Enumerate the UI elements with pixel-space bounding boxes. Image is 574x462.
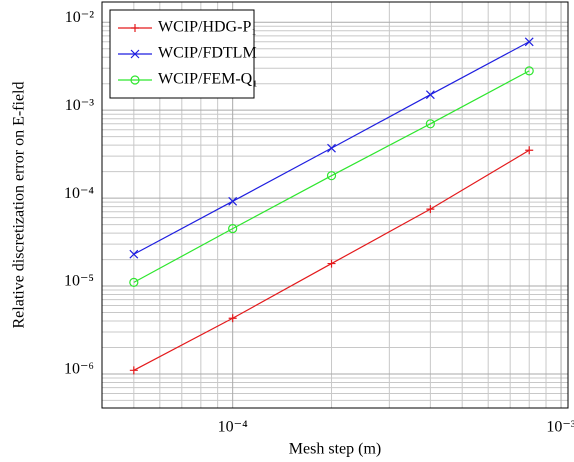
marker	[131, 24, 139, 32]
marker	[129, 366, 138, 375]
y-tick-label: 10⁻²	[65, 9, 94, 26]
marker	[228, 314, 237, 323]
marker	[425, 90, 435, 100]
marker	[525, 146, 534, 155]
marker	[228, 223, 238, 234]
y-tick-label: 10⁻⁶	[64, 361, 94, 378]
marker	[426, 205, 435, 214]
marker	[327, 143, 336, 153]
series-line	[133, 70, 530, 283]
marker	[130, 49, 140, 59]
marker	[228, 196, 238, 206]
marker	[524, 66, 534, 76]
x-tick-label: 10⁻³	[546, 419, 574, 436]
x-axis-label: Mesh step (m)	[289, 441, 381, 458]
marker	[129, 249, 139, 259]
legend-label: WCIP/HDG-P₁	[158, 19, 257, 36]
y-tick-label: 10⁻⁵	[64, 273, 94, 290]
legend-label: WCIP/FDTLM	[158, 45, 257, 62]
y-tick-label: 10⁻⁴	[64, 185, 94, 202]
marker	[327, 259, 336, 268]
legend-label: WCIP/FEM-Q₁	[158, 71, 258, 88]
marker	[326, 171, 337, 181]
marker	[129, 277, 139, 287]
marker	[524, 37, 534, 47]
y-tick-label: 10⁻³	[65, 97, 94, 114]
marker	[425, 119, 435, 129]
marker	[130, 75, 140, 85]
plot-frame	[101, 1, 569, 409]
x-tick-label: 10⁻⁴	[218, 419, 248, 436]
y-axis-label: Relative discretization error on E-field	[11, 81, 28, 328]
